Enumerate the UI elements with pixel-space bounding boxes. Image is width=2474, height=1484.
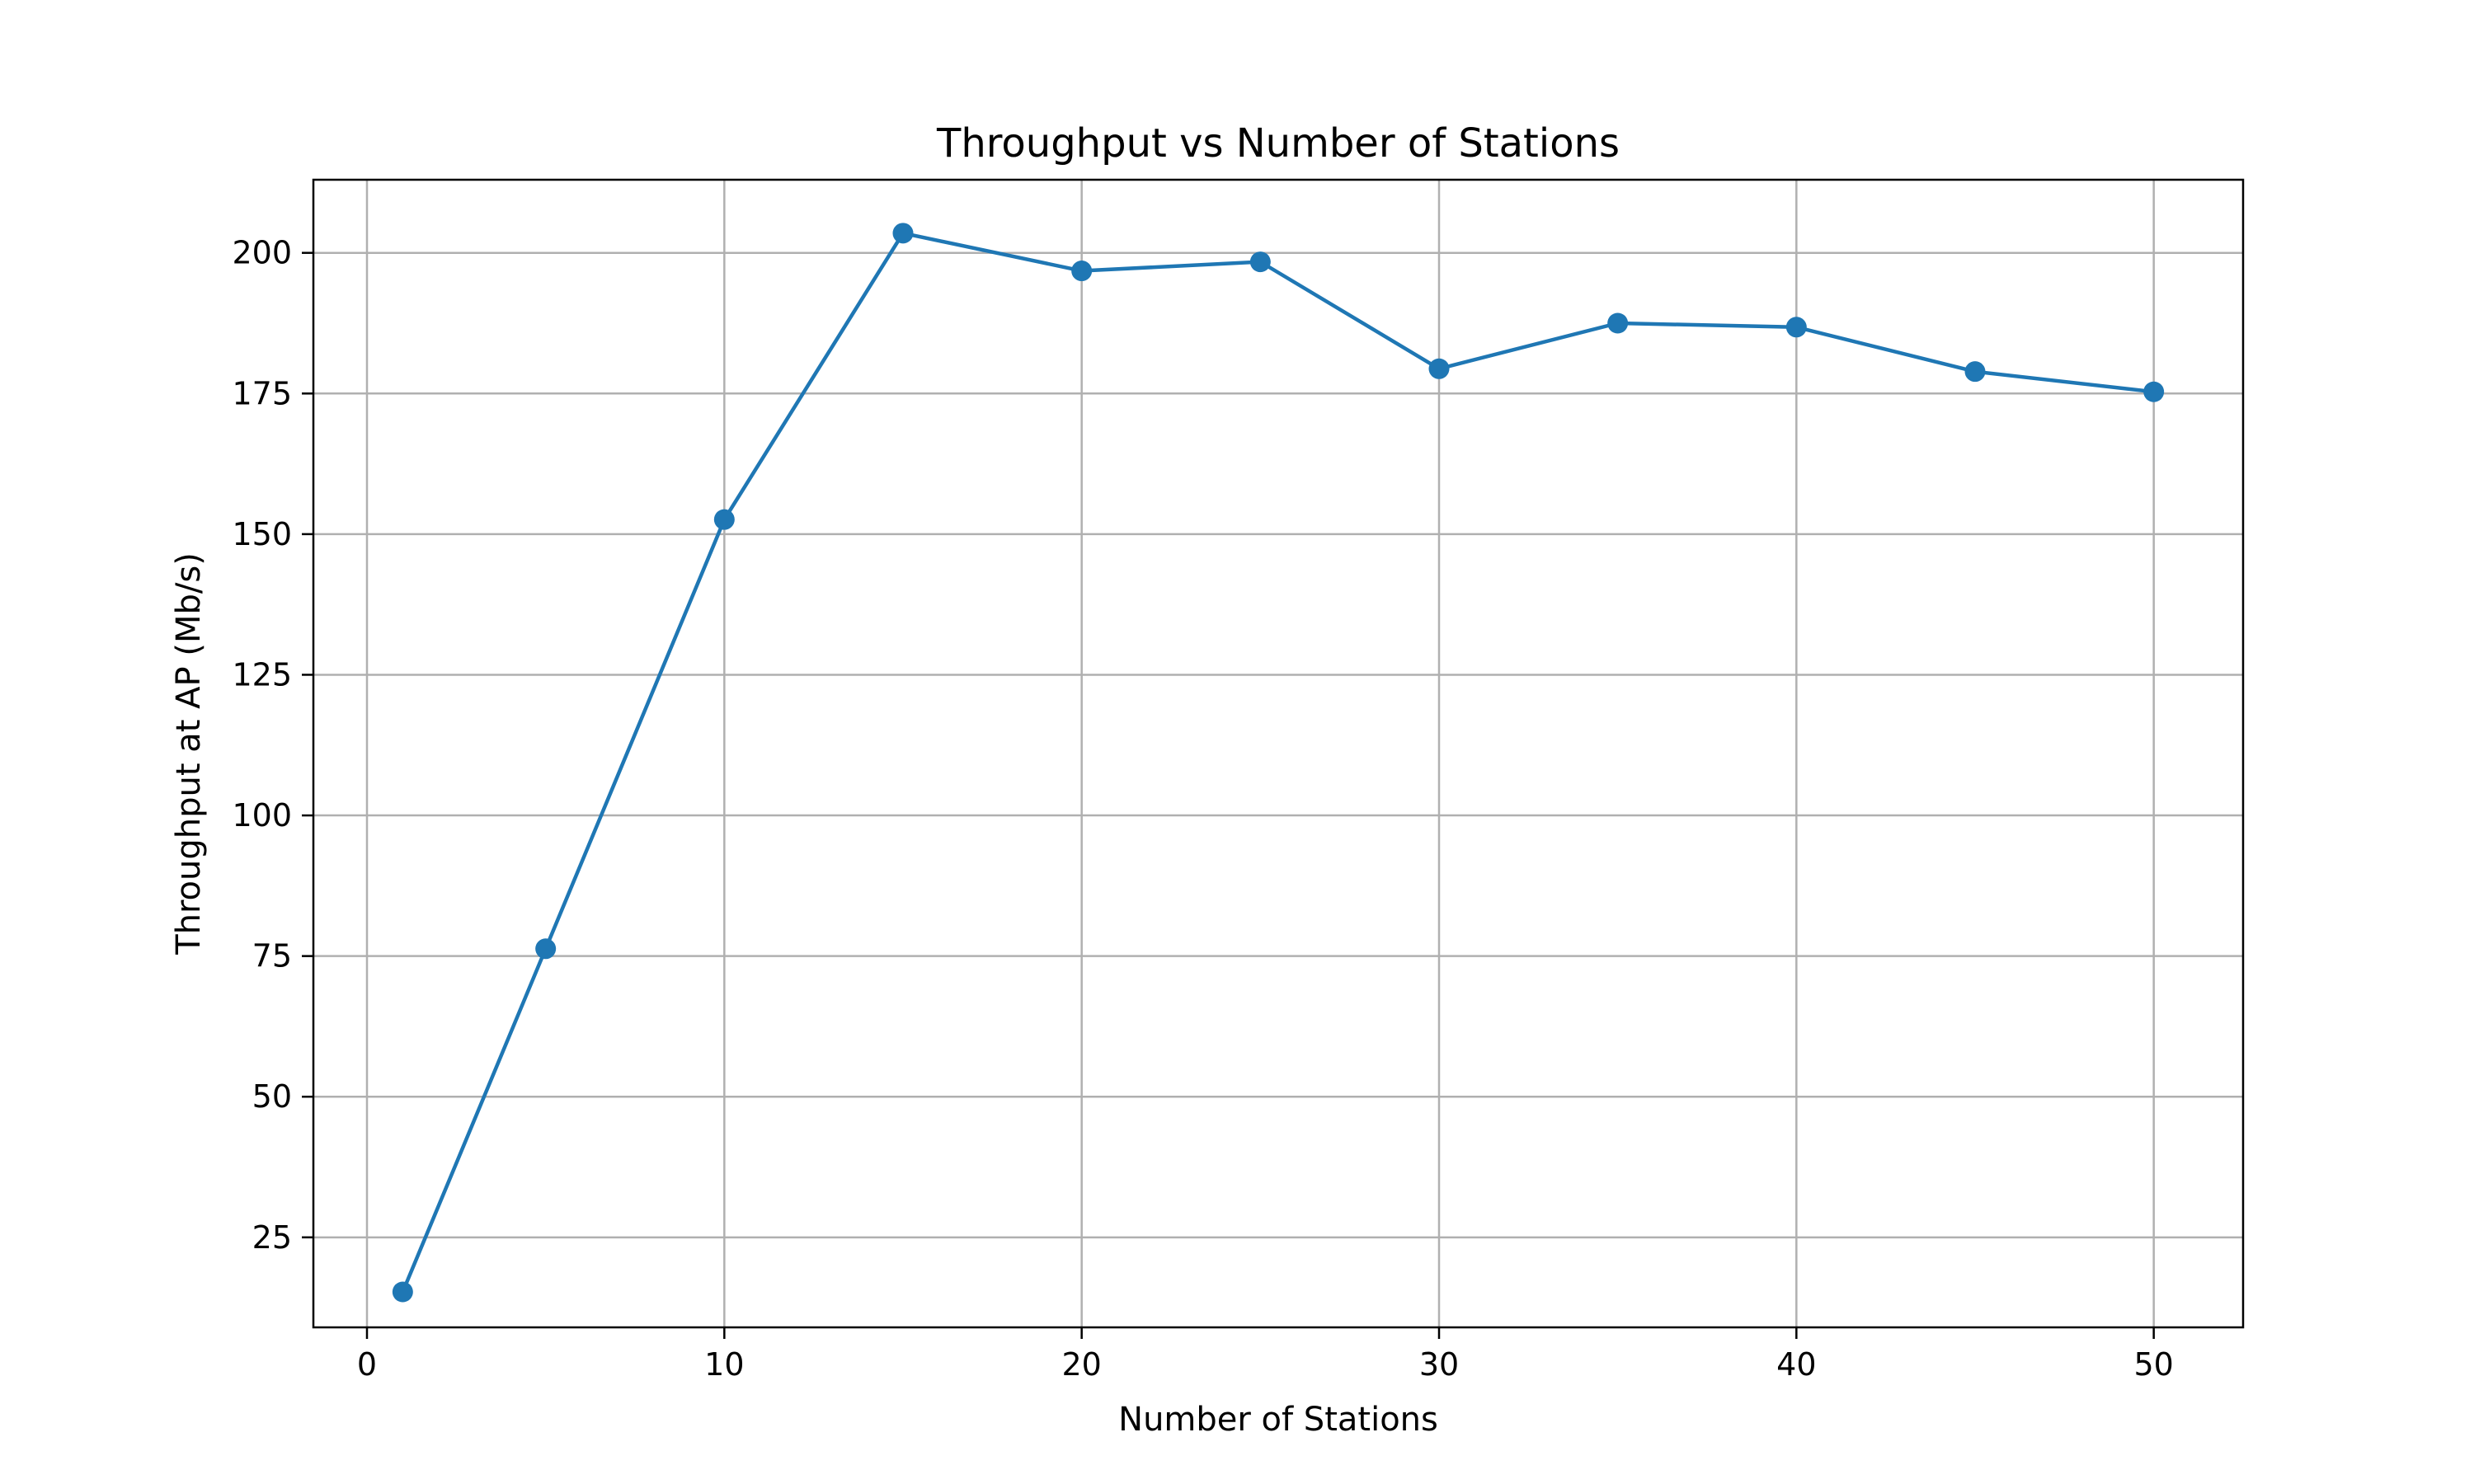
data-point [1249, 251, 1271, 273]
plot-frame [312, 178, 2245, 1329]
y-tick-label: 150 [232, 516, 292, 552]
x-axis-label: Number of Stations [1118, 1401, 1438, 1439]
data-point [2143, 381, 2165, 402]
data-point [1964, 361, 1986, 383]
y-tick-label: 125 [232, 656, 292, 693]
data-point [1071, 261, 1093, 282]
x-tick-label: 30 [1419, 1346, 1459, 1383]
chart-title: Throughput vs Number of Stations [936, 120, 1620, 167]
data-point [1785, 317, 1807, 338]
y-tick-label: 25 [252, 1219, 292, 1256]
y-tick-label: 50 [252, 1078, 292, 1115]
data-point [535, 938, 557, 960]
y-tick-label: 200 [232, 235, 292, 271]
grid [313, 180, 2243, 1327]
data-point [392, 1281, 413, 1303]
axis-ticks: 0 10 20 30 40 50 25 50 75 100 125 150 175 200 [232, 235, 2173, 1383]
data-point [1607, 312, 1629, 334]
data-point [713, 509, 735, 530]
y-axis-label: Throughput at AP (Mb/s) [170, 552, 208, 956]
x-tick-label: 40 [1776, 1346, 1816, 1383]
y-tick-label: 75 [252, 938, 292, 974]
x-tick-label: 50 [2133, 1346, 2173, 1383]
data-series [392, 223, 2165, 1303]
x-tick-label: 10 [704, 1346, 744, 1383]
x-tick-label: 0 [357, 1346, 377, 1383]
x-tick-label: 20 [1061, 1346, 1101, 1383]
y-tick-label: 175 [232, 375, 292, 411]
data-point [892, 223, 914, 244]
data-point [1428, 358, 1450, 379]
y-tick-label: 100 [232, 797, 292, 834]
